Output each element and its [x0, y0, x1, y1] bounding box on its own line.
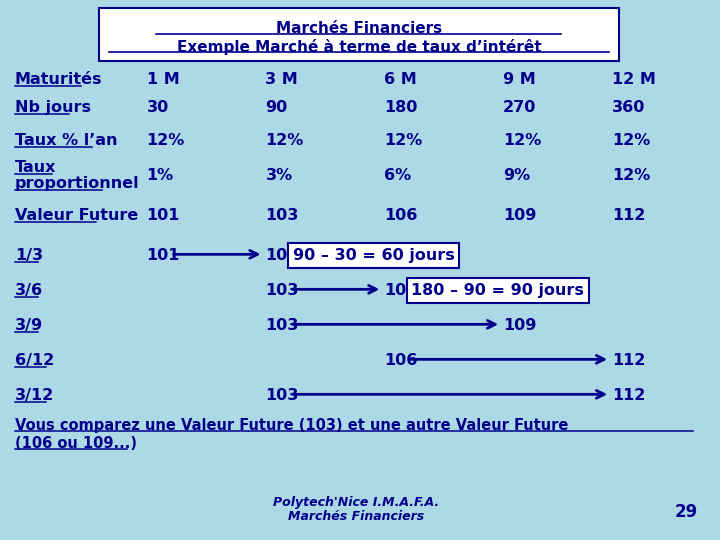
- Text: 101: 101: [147, 208, 180, 223]
- Text: 360: 360: [612, 100, 645, 115]
- Text: Marchés Financiers: Marchés Financiers: [289, 510, 425, 523]
- Text: 112: 112: [612, 353, 645, 368]
- Text: 101: 101: [147, 248, 180, 263]
- Text: 6 M: 6 M: [384, 72, 417, 87]
- Text: 90 – 30 = 60 jours: 90 – 30 = 60 jours: [292, 248, 454, 263]
- Text: 109: 109: [503, 208, 536, 223]
- Text: 180: 180: [384, 100, 418, 115]
- Text: 109: 109: [503, 318, 536, 333]
- Text: 9 M: 9 M: [503, 72, 536, 87]
- Text: 106: 106: [384, 283, 418, 298]
- Text: 106: 106: [384, 208, 418, 223]
- Text: 112: 112: [612, 208, 645, 223]
- Text: 1/3: 1/3: [15, 248, 43, 263]
- Text: 103: 103: [266, 208, 299, 223]
- Text: 12%: 12%: [147, 133, 185, 148]
- Bar: [99, 8, 619, 61]
- Text: 12%: 12%: [266, 133, 304, 148]
- Text: 180 – 90 = 90 jours: 180 – 90 = 90 jours: [411, 283, 585, 298]
- Text: proportionnel: proportionnel: [15, 176, 140, 191]
- Text: 12%: 12%: [503, 133, 541, 148]
- Text: 103: 103: [266, 318, 299, 333]
- Text: 103: 103: [266, 283, 299, 298]
- Text: 90: 90: [266, 100, 288, 115]
- Text: 3 M: 3 M: [266, 72, 298, 87]
- Text: 12%: 12%: [612, 168, 650, 183]
- Text: 6%: 6%: [384, 168, 411, 183]
- Text: Valeur Future: Valeur Future: [15, 208, 138, 223]
- Text: 112: 112: [612, 388, 645, 403]
- Text: Taux: Taux: [15, 160, 56, 175]
- Text: 3/9: 3/9: [15, 318, 43, 333]
- Text: 270: 270: [503, 100, 536, 115]
- Text: 1%: 1%: [147, 168, 174, 183]
- Text: 6/12: 6/12: [15, 353, 54, 368]
- Text: 106: 106: [384, 353, 418, 368]
- Text: 12%: 12%: [612, 133, 650, 148]
- Text: 12%: 12%: [384, 133, 423, 148]
- Text: Vous comparez une Valeur Future (103) et une autre Valeur Future: Vous comparez une Valeur Future (103) et…: [15, 418, 568, 433]
- Text: Exemple Marché à terme de taux d’intérêt: Exemple Marché à terme de taux d’intérêt: [176, 39, 541, 55]
- Text: 9%: 9%: [503, 168, 530, 183]
- Text: Marchés Financiers: Marchés Financiers: [276, 21, 442, 36]
- Text: 12 M: 12 M: [612, 72, 656, 87]
- Text: Maturités: Maturités: [15, 72, 102, 87]
- Text: 3/12: 3/12: [15, 388, 54, 403]
- Text: (106 ou 109...): (106 ou 109...): [15, 436, 137, 451]
- Text: 103: 103: [266, 248, 299, 263]
- Text: 103: 103: [266, 388, 299, 403]
- Text: Taux % l’an: Taux % l’an: [15, 133, 117, 148]
- Text: 30: 30: [147, 100, 168, 115]
- Text: 29: 29: [675, 503, 698, 521]
- Text: 3%: 3%: [266, 168, 292, 183]
- Text: 3/6: 3/6: [15, 283, 43, 298]
- Text: Polytech'Nice I.M.A.F.A.: Polytech'Nice I.M.A.F.A.: [274, 496, 440, 509]
- Text: Nb jours: Nb jours: [15, 100, 91, 115]
- Text: 1 M: 1 M: [147, 72, 179, 87]
